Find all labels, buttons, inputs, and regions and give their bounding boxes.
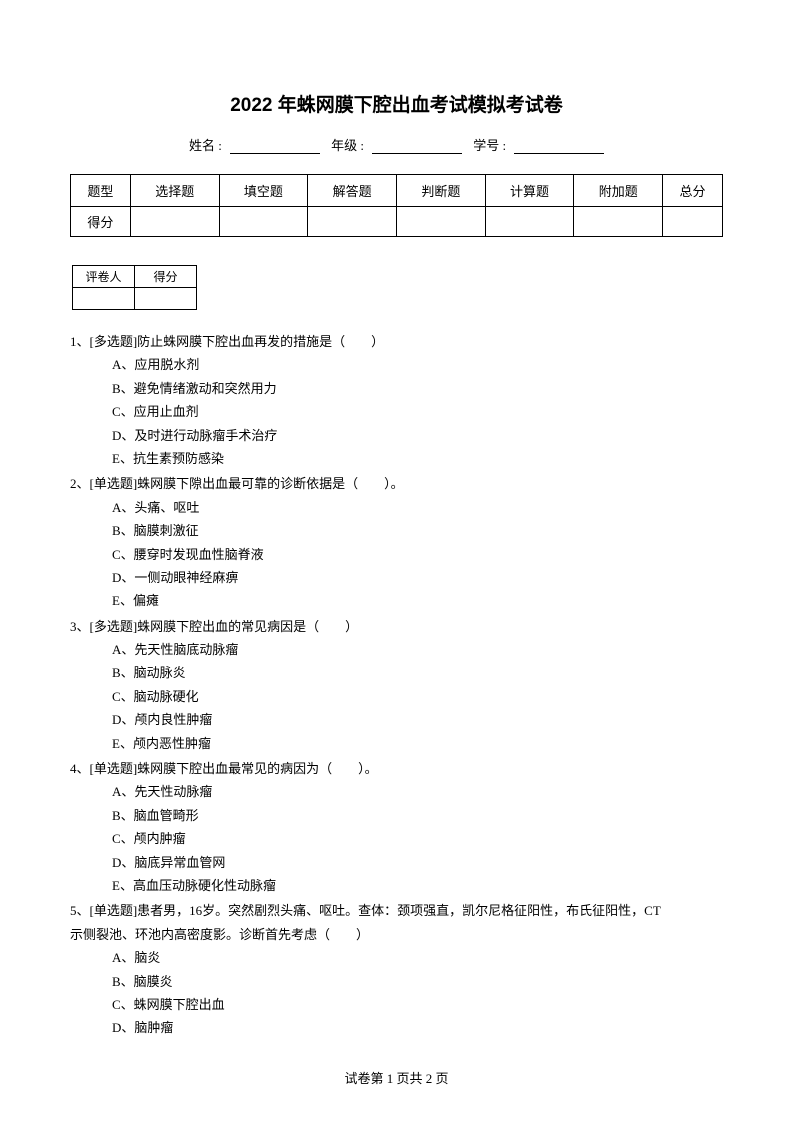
question-option: C、脑动脉硬化 [70,685,723,708]
exam-title: 2022 年蛛网膜下腔出血考试模拟考试卷 [70,90,723,117]
grader-cell[interactable] [73,288,135,310]
question-2: 2、[单选题]蛛网膜下隙出血最可靠的诊断依据是（ ）。A、头痛、呕吐B、脑膜刺激… [70,472,723,612]
question-text: 3、[多选题]蛛网膜下腔出血的常见病因是（ ） [70,615,723,638]
table-row [73,288,197,310]
score-cell[interactable] [396,207,485,237]
score-cell[interactable] [485,207,574,237]
question-option: A、应用脱水剂 [70,353,723,376]
question-option: A、先天性脑底动脉瘤 [70,638,723,661]
table-row: 题型 选择题 填空题 解答题 判断题 计算题 附加题 总分 [71,175,723,207]
header-judge: 判断题 [396,175,485,207]
question-option: D、脑肿瘤 [70,1016,723,1039]
grader-label: 评卷人 [73,266,135,288]
question-option: C、腰穿时发现血性脑脊液 [70,543,723,566]
student-info-line: 姓名 : 年级 : 学号 : [70,135,723,154]
grader-score-label: 得分 [135,266,197,288]
question-text: 2、[单选题]蛛网膜下隙出血最可靠的诊断依据是（ ）。 [70,472,723,495]
question-option: B、脑动脉炎 [70,661,723,684]
grader-table: 评卷人 得分 [72,265,197,310]
name-label: 姓名 : [189,138,222,153]
name-blank[interactable] [230,140,320,154]
question-option: D、及时进行动脉瘤手术治疗 [70,424,723,447]
question-text: 4、[单选题]蛛网膜下腔出血最常见的病因为（ ）。 [70,757,723,780]
table-row: 评卷人 得分 [73,266,197,288]
question-option: B、脑膜刺激征 [70,519,723,542]
question-option: C、应用止血剂 [70,400,723,423]
question-4: 4、[单选题]蛛网膜下腔出血最常见的病因为（ ）。A、先天性动脉瘤B、脑血管畸形… [70,757,723,897]
header-fill: 填空题 [219,175,308,207]
id-blank[interactable] [514,140,604,154]
grade-label: 年级 : [331,138,364,153]
question-option: A、头痛、呕吐 [70,496,723,519]
question-option: E、抗生素预防感染 [70,447,723,470]
question-option: B、脑膜炎 [70,970,723,993]
page-footer: 试卷第 1 页共 2 页 [0,1068,793,1087]
question-1: 1、[多选题]防止蛛网膜下腔出血再发的措施是（ ）A、应用脱水剂B、避免情绪激动… [70,330,723,470]
question-option: A、先天性动脉瘤 [70,780,723,803]
question-text: 1、[多选题]防止蛛网膜下腔出血再发的措施是（ ） [70,330,723,353]
row-label-score: 得分 [71,207,131,237]
question-option: B、脑血管畸形 [70,804,723,827]
question-option: D、脑底异常血管网 [70,851,723,874]
question-3: 3、[多选题]蛛网膜下腔出血的常见病因是（ ）A、先天性脑底动脉瘤B、脑动脉炎C… [70,615,723,755]
score-cell[interactable] [574,207,663,237]
question-option: D、一侧动眼神经麻痹 [70,566,723,589]
question-5: 5、[单选题]患者男，16岁。突然剧烈头痛、呕吐。查体：颈项强直，凯尔尼格征阳性… [70,899,723,1039]
grader-score-cell[interactable] [135,288,197,310]
score-cell[interactable] [219,207,308,237]
question-option: C、蛛网膜下腔出血 [70,993,723,1016]
table-row: 得分 [71,207,723,237]
score-cell[interactable] [663,207,723,237]
header-type: 题型 [71,175,131,207]
score-table: 题型 选择题 填空题 解答题 判断题 计算题 附加题 总分 得分 [70,174,723,237]
question-option: E、偏瘫 [70,589,723,612]
question-option: D、颅内良性肿瘤 [70,708,723,731]
question-option: C、颅内肿瘤 [70,827,723,850]
header-total: 总分 [663,175,723,207]
header-choice: 选择题 [130,175,219,207]
grade-blank[interactable] [372,140,462,154]
header-extra: 附加题 [574,175,663,207]
question-option: E、高血压动脉硬化性动脉瘤 [70,874,723,897]
question-option: B、避免情绪激动和突然用力 [70,377,723,400]
score-cell[interactable] [130,207,219,237]
question-text-continue: 示侧裂池、环池内高密度影。诊断首先考虑（ ） [70,923,723,946]
header-answer: 解答题 [308,175,397,207]
questions-container: 1、[多选题]防止蛛网膜下腔出血再发的措施是（ ）A、应用脱水剂B、避免情绪激动… [70,330,723,1040]
header-calc: 计算题 [485,175,574,207]
id-label: 学号 : [473,138,506,153]
question-option: A、脑炎 [70,946,723,969]
question-text: 5、[单选题]患者男，16岁。突然剧烈头痛、呕吐。查体：颈项强直，凯尔尼格征阳性… [70,899,723,922]
score-cell[interactable] [308,207,397,237]
question-option: E、颅内恶性肿瘤 [70,732,723,755]
